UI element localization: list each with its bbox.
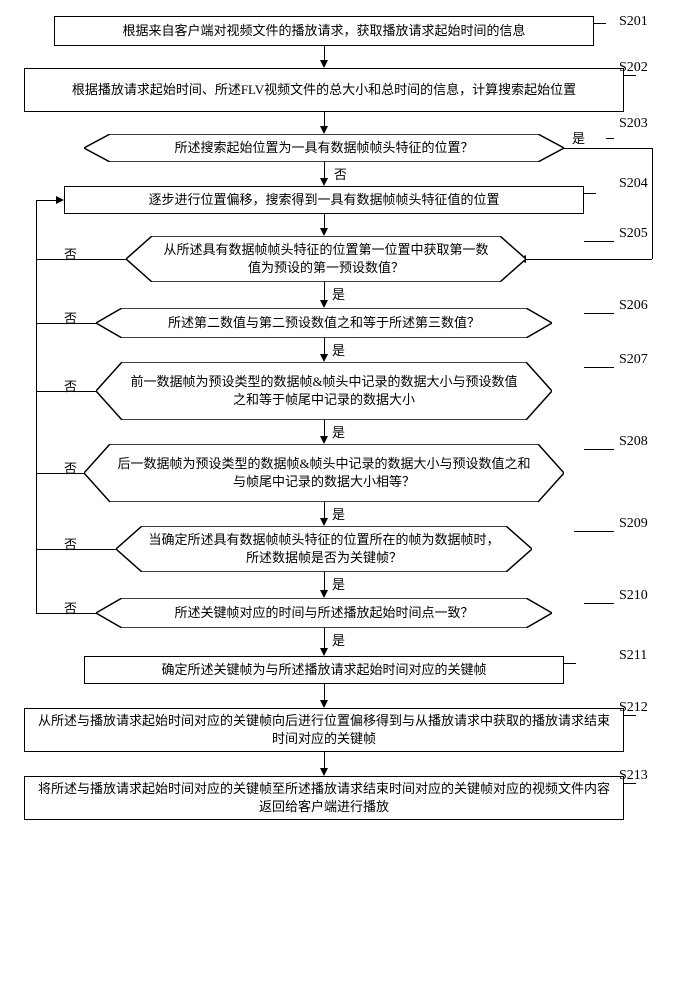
edge-s206-yes: 是 — [332, 340, 345, 359]
edge-s208-no: 否 — [64, 458, 77, 477]
step-s201: 根据来自客户端对视频文件的播放请求，获取播放请求起始时间的信息 — [54, 16, 594, 46]
step-s204: 逐步进行位置偏移，搜索得到一具有数据帧帧头特征值的位置 — [64, 186, 584, 214]
step-s202: 根据播放请求起始时间、所述FLV视频文件的总大小和总时间的信息，计算搜索起始位置 — [24, 68, 624, 112]
flowchart: 根据来自客户端对视频文件的播放请求，获取播放请求起始时间的信息 S201 根据播… — [16, 16, 668, 984]
step-s213-label: S213 — [619, 768, 648, 784]
step-s205-label: S205 — [619, 226, 648, 242]
edge-s203-no: 否 — [334, 164, 347, 183]
edge-s206-no: 否 — [64, 308, 77, 327]
step-s206-text: 所述第二数值与第二预设数值之和等于所述第三数值？ — [168, 314, 480, 332]
step-s211-text: 确定所述关键帧为与所述播放请求起始时间对应的关键帧 — [161, 661, 486, 679]
step-s208-label: S208 — [619, 434, 648, 450]
edge-s205-no: 否 — [64, 244, 77, 263]
step-s211: 确定所述关键帧为与所述播放请求起始时间对应的关键帧 — [84, 656, 564, 684]
edge-s210-yes: 是 — [332, 630, 345, 649]
step-s204-label: S204 — [619, 176, 648, 192]
edge-s203-yes: 是 — [572, 128, 585, 147]
step-s209: 当确定所述具有数据帧帧头特征的位置所在的帧为数据帧时，所述数据帧是否为关键帧？ — [116, 526, 532, 572]
step-s213-text: 将所述与播放请求起始时间对应的关键帧至所述播放请求结束时间对应的关键帧对应的视频… — [33, 780, 615, 815]
edge-s205-yes: 是 — [332, 284, 345, 303]
step-s207: 前一数据帧为预设类型的数据帧&帧头中记录的数据大小与预设数值之和等于帧尾中记录的… — [96, 362, 552, 420]
step-s203-text: 所述搜索起始位置为一具有数据帧帧头特征的位置？ — [174, 139, 473, 157]
step-s202-label: S202 — [619, 60, 648, 76]
step-s201-text: 根据来自客户端对视频文件的播放请求，获取播放请求起始时间的信息 — [122, 22, 525, 40]
edge-s210-no: 否 — [64, 598, 77, 617]
step-s208: 后一数据帧为预设类型的数据帧&帧头中记录的数据大小与预设数值之和与帧尾中记录的数… — [84, 444, 564, 502]
step-s210-text: 所述关键帧对应的时间与所述播放起始时间点一致？ — [174, 604, 473, 622]
loop-back-trunk — [36, 200, 37, 613]
step-s212: 从所述与播放请求起始时间对应的关键帧向后进行位置偏移得到与从播放请求中获取的播放… — [24, 708, 624, 752]
step-s207-label: S207 — [619, 352, 648, 368]
step-s209-text: 当确定所述具有数据帧帧头特征的位置所在的帧为数据帧时，所述数据帧是否为关键帧？ — [148, 531, 500, 566]
step-s203: 所述搜索起始位置为一具有数据帧帧头特征的位置？ — [84, 134, 564, 162]
step-s212-label: S212 — [619, 700, 648, 716]
step-s211-label: S211 — [619, 648, 647, 664]
step-s212-text: 从所述与播放请求起始时间对应的关键帧向后进行位置偏移得到与从播放请求中获取的播放… — [33, 712, 615, 747]
edge-s207-yes: 是 — [332, 422, 345, 441]
step-s208-text: 后一数据帧为预设类型的数据帧&帧头中记录的数据大小与预设数值之和与帧尾中记录的数… — [116, 455, 532, 490]
edge-s207-no: 否 — [64, 376, 77, 395]
step-s201-label: S201 — [619, 14, 648, 30]
step-s207-text: 前一数据帧为预设类型的数据帧&帧头中记录的数据大小与预设数值之和等于帧尾中记录的… — [128, 373, 520, 408]
edge-s209-no: 否 — [64, 534, 77, 553]
step-s205-text: 从所述具有数据帧帧头特征的位置第一位置中获取第一数值为预设的第一预设数值？ — [158, 241, 494, 276]
step-s206: 所述第二数值与第二预设数值之和等于所述第三数值？ — [96, 308, 552, 338]
step-s204-text: 逐步进行位置偏移，搜索得到一具有数据帧帧头特征值的位置 — [148, 191, 499, 209]
edge-s208-yes: 是 — [332, 504, 345, 523]
step-s203-label: S203 — [619, 116, 648, 132]
step-s202-text: 根据播放请求起始时间、所述FLV视频文件的总大小和总时间的信息，计算搜索起始位置 — [72, 81, 576, 99]
step-s210-label: S210 — [619, 588, 648, 604]
step-s209-label: S209 — [619, 516, 648, 532]
step-s213: 将所述与播放请求起始时间对应的关键帧至所述播放请求结束时间对应的关键帧对应的视频… — [24, 776, 624, 820]
edge-s209-yes: 是 — [332, 574, 345, 593]
step-s210: 所述关键帧对应的时间与所述播放起始时间点一致？ — [96, 598, 552, 628]
step-s206-label: S206 — [619, 298, 648, 314]
step-s205: 从所述具有数据帧帧头特征的位置第一位置中获取第一数值为预设的第一预设数值？ — [126, 236, 526, 282]
